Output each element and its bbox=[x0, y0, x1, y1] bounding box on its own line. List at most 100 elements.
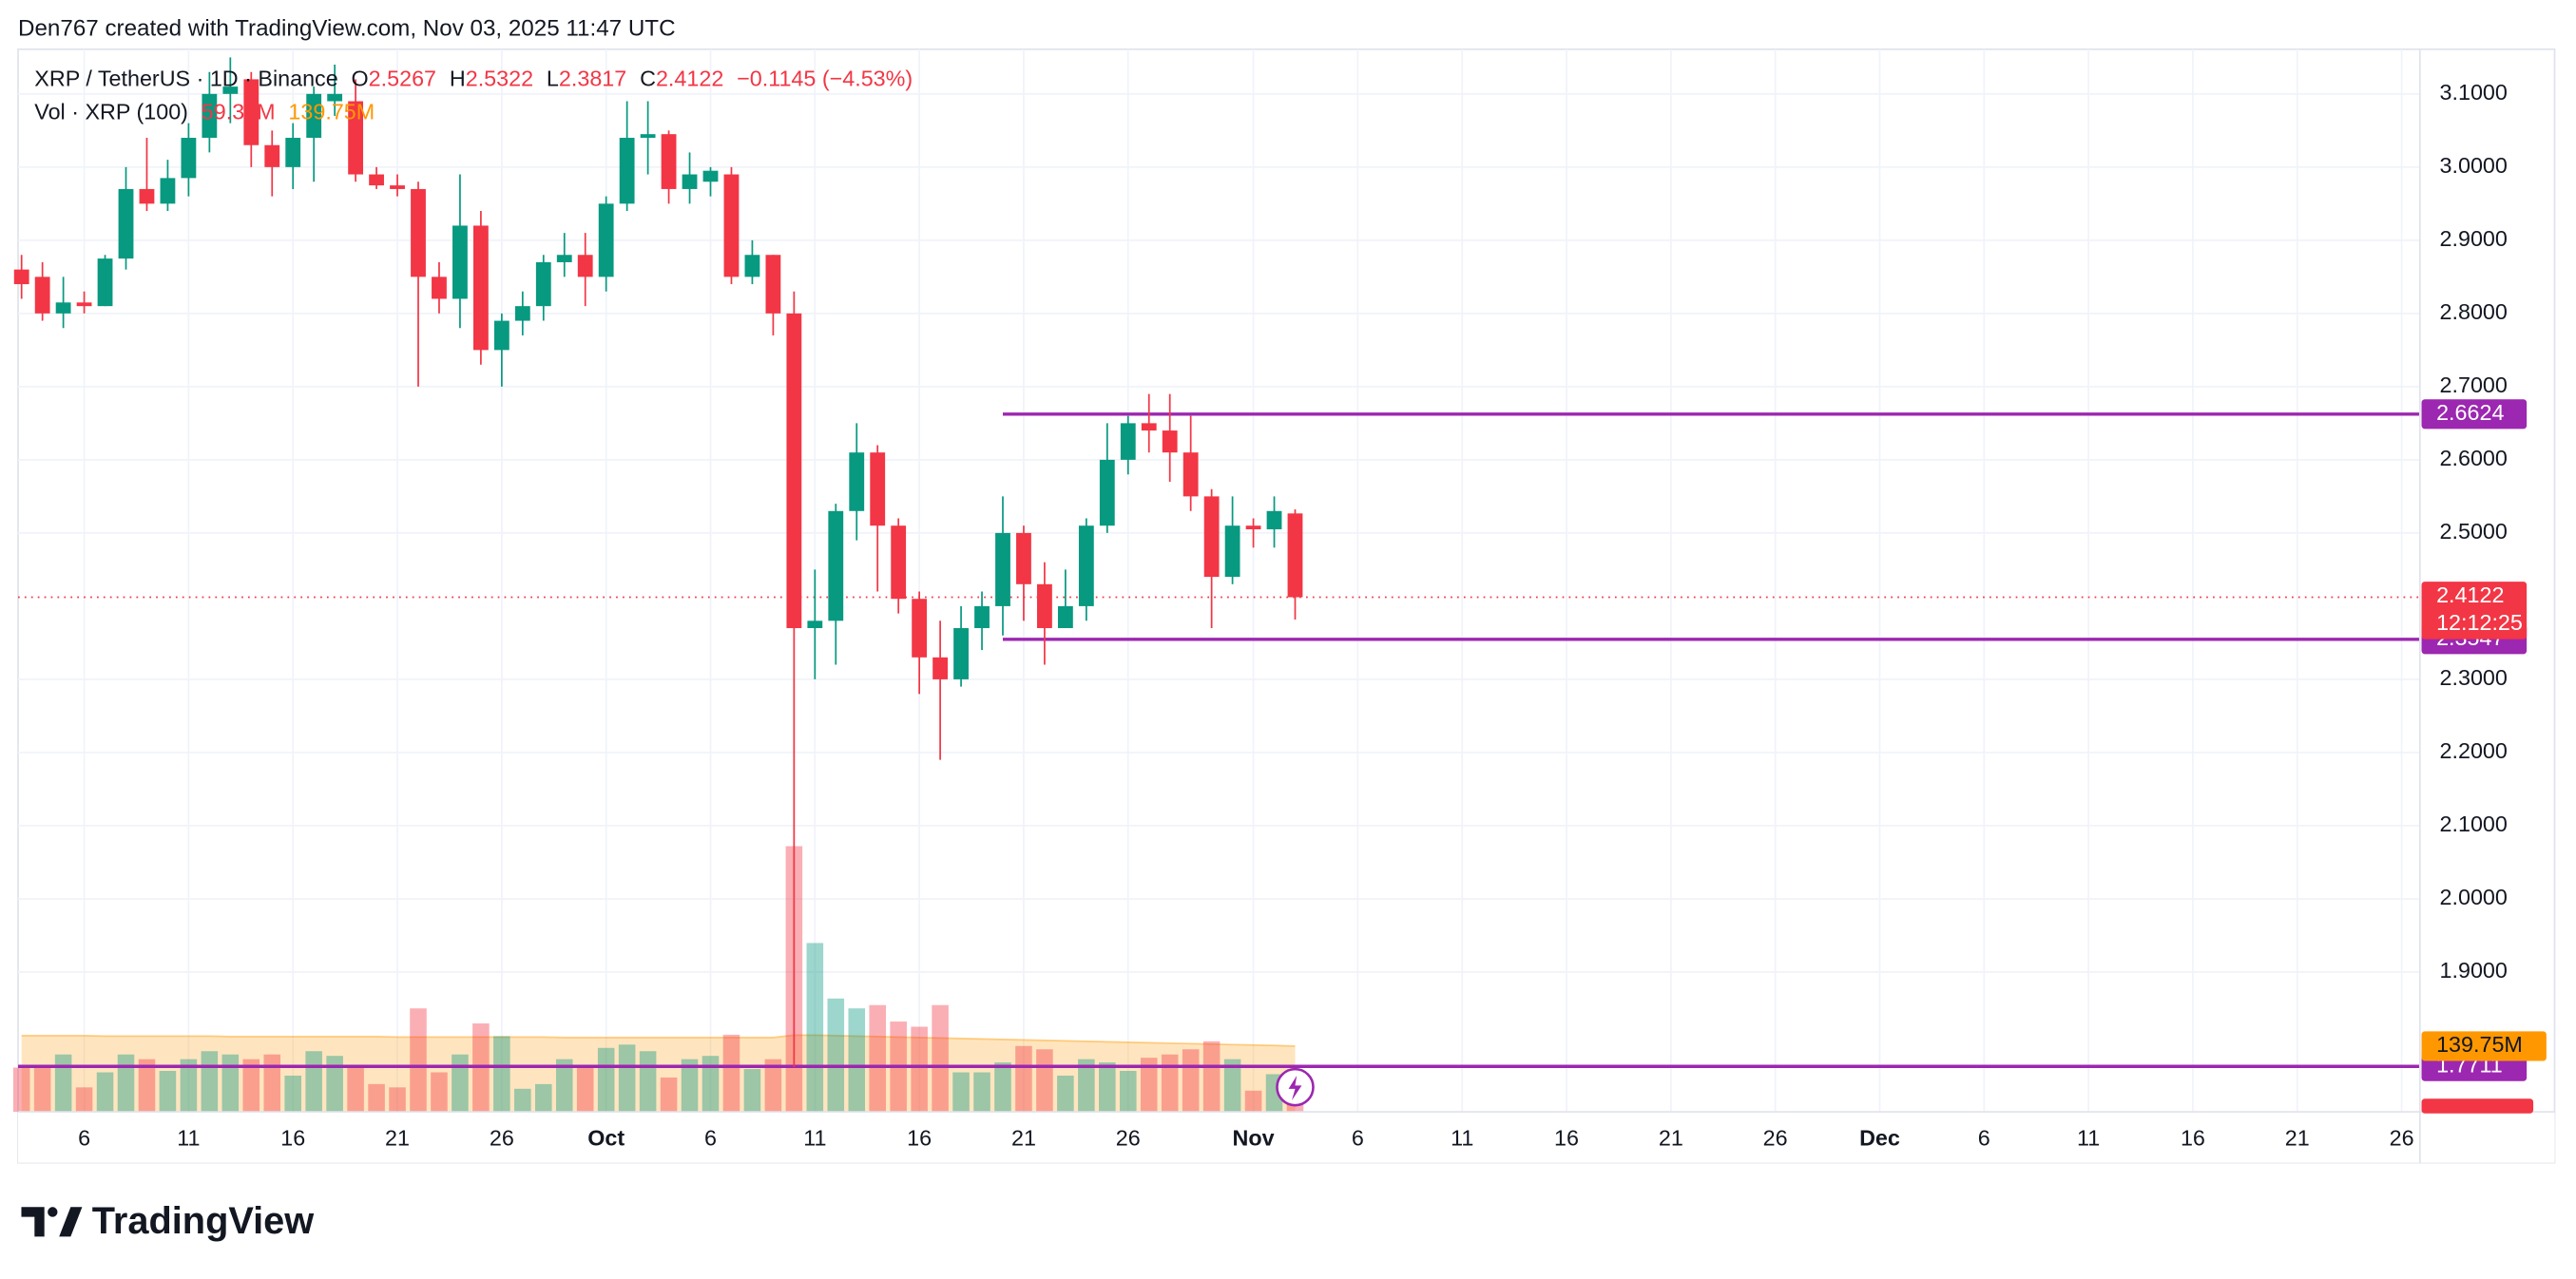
candle-body bbox=[306, 93, 322, 139]
volume-bar bbox=[932, 1004, 949, 1113]
candle-body bbox=[411, 188, 426, 277]
volume-bar bbox=[743, 1069, 761, 1113]
candle bbox=[932, 620, 949, 760]
volume-bar bbox=[263, 1054, 281, 1113]
volume-bar bbox=[618, 1044, 636, 1113]
header: Den767 created with TradingView.com, Nov… bbox=[18, 16, 676, 42]
candle-body bbox=[619, 138, 635, 204]
time-axis bbox=[18, 1112, 2555, 1163]
volume-bar bbox=[555, 1059, 573, 1113]
last-price-label: 12:12:25 bbox=[2436, 610, 2523, 635]
volume-bar bbox=[12, 1067, 30, 1113]
candle-body bbox=[828, 510, 844, 621]
candle bbox=[1120, 415, 1136, 475]
candle-body bbox=[452, 225, 468, 299]
volume-bar bbox=[138, 1059, 156, 1113]
volume-bar bbox=[1161, 1054, 1179, 1113]
volume-bar bbox=[221, 1054, 240, 1113]
volume-bar bbox=[368, 1083, 385, 1113]
volume-bar bbox=[1202, 1040, 1221, 1113]
x-tick-label: 21 bbox=[1011, 1126, 1036, 1151]
candle bbox=[181, 123, 197, 197]
x-tick-label: 16 bbox=[1554, 1126, 1579, 1151]
candle bbox=[577, 233, 593, 307]
volume-bar bbox=[722, 1034, 740, 1113]
candle bbox=[619, 101, 635, 212]
candle bbox=[640, 101, 656, 175]
volume-bar bbox=[681, 1059, 699, 1113]
candle bbox=[974, 591, 990, 651]
candle bbox=[369, 166, 384, 189]
candle-body bbox=[160, 178, 176, 204]
y-tick-label: 2.1000 bbox=[2440, 811, 2508, 836]
x-tick-label: Dec bbox=[1859, 1126, 1900, 1151]
candle-body bbox=[369, 174, 384, 186]
y-tick-label: 3.0000 bbox=[2440, 153, 2508, 178]
candle-body bbox=[285, 138, 301, 167]
legend-symbol: XRP / TetherUS · 1D · Binance bbox=[34, 67, 337, 91]
candle bbox=[243, 71, 260, 167]
y-tick-label: 3.1000 bbox=[2440, 80, 2508, 105]
candle-body bbox=[390, 185, 405, 189]
volume-bar bbox=[1244, 1090, 1262, 1113]
y-tick-label: 2.7000 bbox=[2440, 372, 2508, 397]
candle bbox=[1162, 393, 1178, 482]
volume-bar bbox=[410, 1008, 427, 1113]
x-tick-label: 6 bbox=[1978, 1126, 1990, 1151]
candle bbox=[807, 569, 823, 679]
volume-bar bbox=[764, 1059, 782, 1113]
x-tick-label: 26 bbox=[2390, 1126, 2414, 1151]
candle-body bbox=[723, 174, 740, 277]
candle-body bbox=[682, 174, 698, 189]
candle bbox=[1141, 393, 1157, 453]
candle-body bbox=[1057, 605, 1073, 629]
candle bbox=[682, 152, 698, 204]
candle bbox=[1182, 415, 1199, 511]
candle bbox=[411, 181, 426, 387]
candle bbox=[160, 160, 176, 212]
volume-bar bbox=[952, 1072, 970, 1113]
candle bbox=[1057, 569, 1073, 629]
vol-ma-label: 139.75M bbox=[2436, 1032, 2523, 1057]
volume-bar bbox=[431, 1072, 448, 1113]
candle-body bbox=[640, 134, 656, 139]
candle-body bbox=[1224, 525, 1240, 578]
volume-bar bbox=[1015, 1045, 1032, 1113]
candle-body bbox=[535, 261, 551, 307]
volume-bar bbox=[702, 1056, 720, 1113]
vol-label-box bbox=[2421, 1098, 2534, 1114]
candle bbox=[828, 504, 844, 665]
candle bbox=[556, 233, 572, 277]
x-tick-label: 16 bbox=[907, 1126, 932, 1151]
vol-ma-label-box bbox=[2421, 1031, 2547, 1061]
x-tick-label: 26 bbox=[1116, 1126, 1141, 1151]
legend-change: −0.1145 (−4.53%) bbox=[737, 67, 913, 91]
candle-body bbox=[744, 255, 760, 277]
candle-body bbox=[932, 657, 949, 679]
volume-bar bbox=[576, 1067, 594, 1113]
legend-key: H bbox=[450, 67, 466, 91]
y-tick-label: 2.6000 bbox=[2440, 446, 2508, 470]
volume-bar bbox=[33, 1067, 51, 1113]
x-tick-label: 11 bbox=[1451, 1126, 1473, 1151]
candle-body bbox=[76, 302, 92, 307]
candle bbox=[1099, 423, 1115, 533]
candle bbox=[76, 291, 92, 314]
x-tick-label: 21 bbox=[385, 1126, 410, 1151]
logo-icon bbox=[21, 1207, 83, 1237]
volume-bar bbox=[806, 943, 824, 1113]
y-tick-label: 2.8000 bbox=[2440, 299, 2508, 324]
y-tick-label: 2.3000 bbox=[2440, 665, 2508, 690]
legend-key: L bbox=[547, 67, 559, 91]
candle bbox=[285, 123, 301, 189]
volume-bar bbox=[660, 1077, 678, 1113]
volume-bar bbox=[911, 1026, 928, 1113]
candle-body bbox=[953, 628, 969, 679]
volume-bar bbox=[242, 1059, 260, 1113]
replay-icon-bolt bbox=[1288, 1076, 1302, 1100]
volume-bar bbox=[1140, 1058, 1158, 1113]
candle bbox=[118, 166, 134, 270]
candle bbox=[348, 79, 364, 182]
candle bbox=[472, 211, 489, 365]
candle bbox=[1287, 509, 1303, 620]
